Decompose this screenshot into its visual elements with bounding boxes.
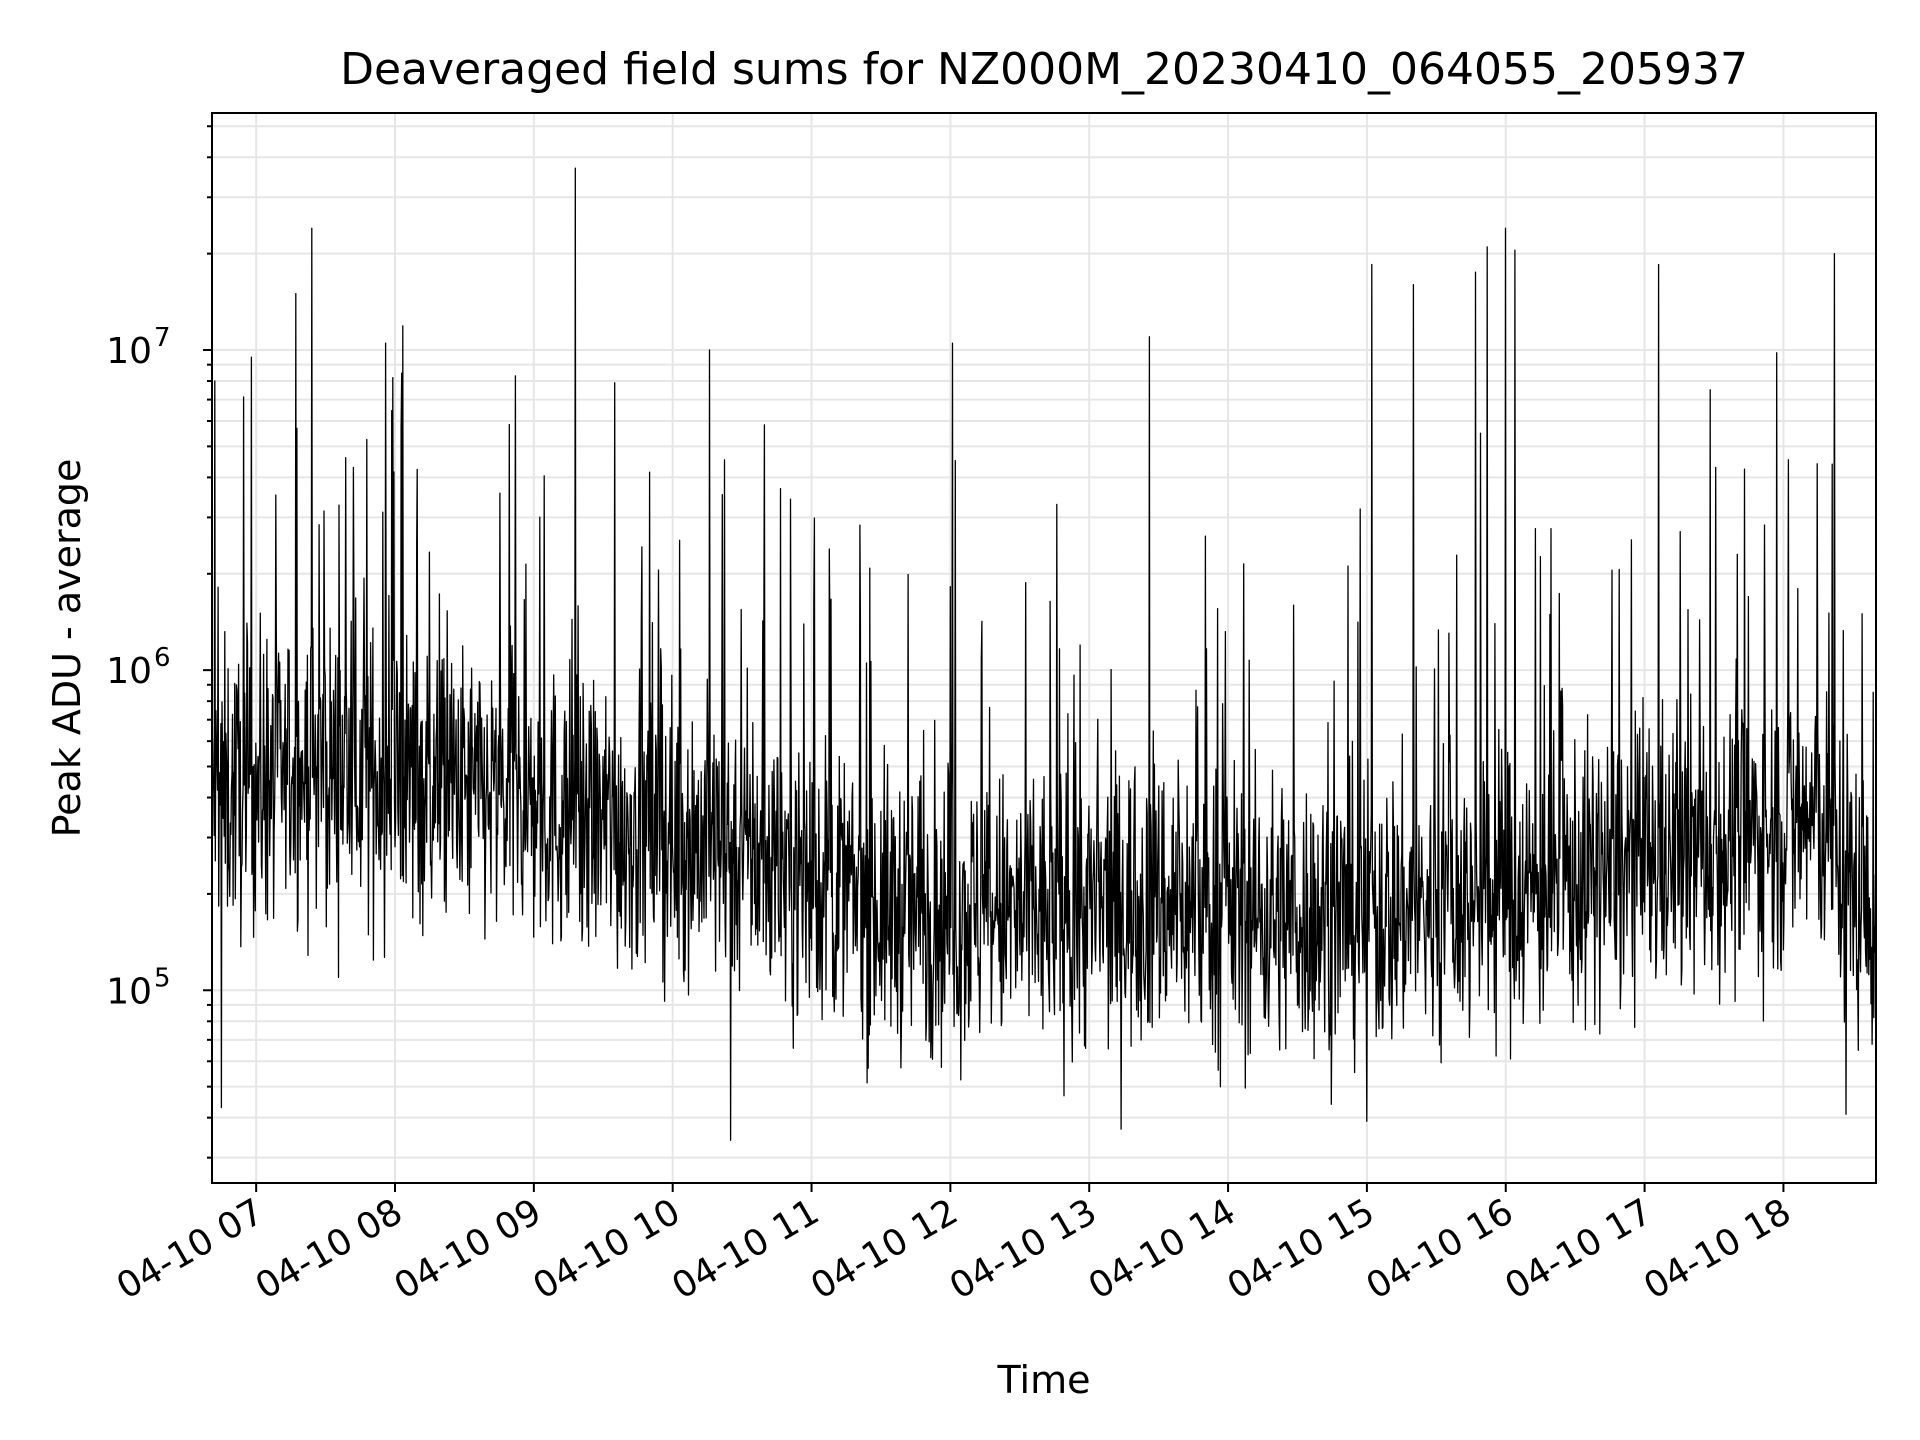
x-tick-label: 04-10 13 bbox=[943, 1191, 1104, 1307]
x-tick-label: 04-10 17 bbox=[1498, 1191, 1659, 1307]
x-tick-label: 04-10 18 bbox=[1637, 1191, 1798, 1307]
x-tick-label: 04-10 12 bbox=[804, 1191, 965, 1307]
x-tick-label: 04-10 14 bbox=[1082, 1191, 1243, 1307]
series-line bbox=[212, 167, 1876, 1141]
chart-title: Deaveraged field sums for NZ000M_2023041… bbox=[340, 44, 1748, 95]
x-tick-label: 04-10 08 bbox=[249, 1191, 410, 1307]
grid bbox=[212, 113, 1876, 1183]
x-axis-label: Time bbox=[997, 1358, 1091, 1402]
x-tick-label: 04-10 10 bbox=[527, 1191, 688, 1307]
series-trace bbox=[212, 167, 1876, 1141]
y-tick-label: 10 bbox=[106, 331, 152, 372]
plot-frame bbox=[211, 112, 1877, 1184]
x-tick-label: 04-10 15 bbox=[1221, 1191, 1382, 1307]
y-tick-exponent: 5 bbox=[154, 963, 171, 993]
x-tick-label: 04-10 09 bbox=[388, 1191, 549, 1307]
x-tick-label: 04-10 07 bbox=[110, 1191, 271, 1307]
y-tick-exponent: 7 bbox=[154, 323, 171, 353]
x-tick-label: 04-10 16 bbox=[1360, 1191, 1521, 1307]
y-tick-label: 10 bbox=[106, 971, 152, 1012]
x-tick-label: 04-10 11 bbox=[665, 1191, 826, 1307]
y-tick-label: 10 bbox=[106, 651, 152, 692]
y-tick-exponent: 6 bbox=[154, 643, 171, 673]
y-axis-label: Peak ADU - average bbox=[45, 459, 89, 838]
